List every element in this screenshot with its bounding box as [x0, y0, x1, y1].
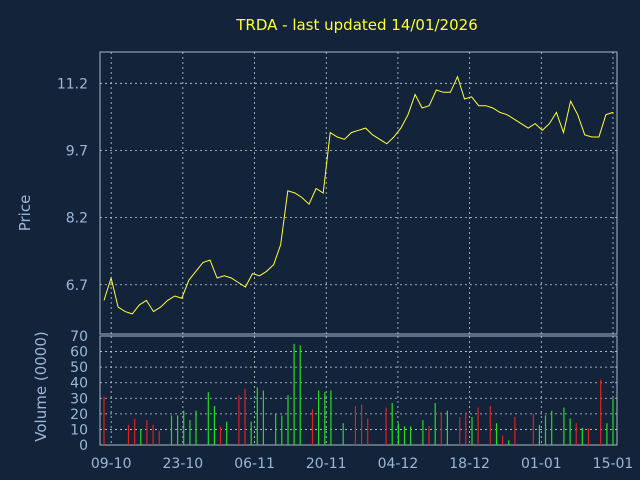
price-y-tick-label: 8.2: [66, 211, 88, 227]
volume-y-tick-label: 20: [70, 407, 88, 423]
volume-y-tick-label: 50: [70, 360, 88, 376]
price-y-tick-label: 11.2: [57, 76, 88, 92]
price-series-line: [103, 75, 614, 315]
volume-y-tick-label: 60: [70, 345, 88, 361]
x-tick-label: 01-01: [521, 456, 562, 472]
x-axis: 09-10 23-10 06-11 20-11 04-12 18-12 01-01 15-01: [91, 456, 634, 472]
price-axis-label: Price: [16, 195, 34, 232]
volume-y-tick-label: 30: [70, 391, 88, 407]
x-tick-label: 15-01: [593, 456, 634, 472]
chart-title: TRDA - last updated 14/01/2026: [235, 16, 478, 34]
volume-y-tick-label: 40: [70, 376, 88, 392]
price-frame: [99, 51, 618, 335]
volume-y-tick-label: 0: [79, 438, 88, 454]
x-tick-label: 20-11: [306, 456, 347, 472]
volume-frame: [99, 335, 618, 446]
volume-axis-label: Volume (0000): [32, 331, 50, 441]
volume-y-tick-label: 70: [70, 329, 88, 345]
x-tick-label: 04-12: [378, 456, 419, 472]
x-tick-label: 23-10: [163, 456, 204, 472]
x-tick-label: 06-11: [234, 456, 275, 472]
x-tick-label: 18-12: [449, 456, 490, 472]
volume-y-tick-label: 10: [70, 422, 88, 438]
x-tick-label: 09-10: [91, 456, 132, 472]
price-panel: 6.7 8.2 9.7 11.2 Price: [16, 51, 618, 335]
price-y-tick-label: 6.7: [66, 278, 88, 294]
price-y-tick-label: 9.7: [66, 143, 88, 159]
